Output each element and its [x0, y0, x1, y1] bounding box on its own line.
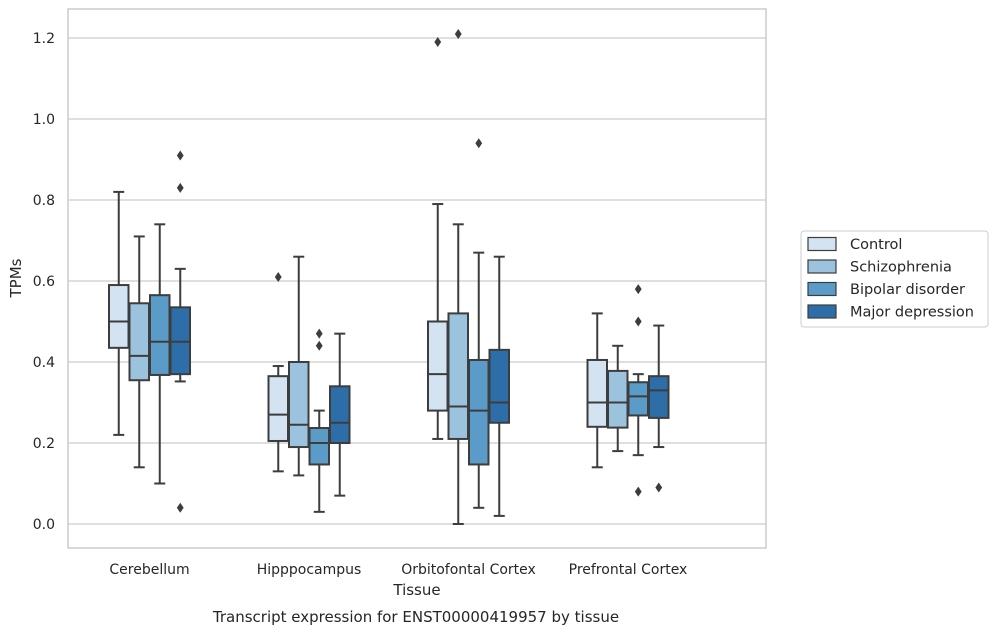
legend-label: Major depression: [850, 305, 974, 321]
box-control: [427, 37, 449, 440]
outlier-marker: [176, 150, 184, 161]
outlier-marker: [434, 37, 442, 48]
box-control: [267, 271, 289, 473]
x-tick-label: Prefrontal Cortex: [569, 562, 688, 578]
outlier-marker: [634, 486, 642, 497]
outlier-marker: [454, 28, 462, 39]
box-body: [128, 302, 150, 382]
outlier-marker: [634, 316, 642, 327]
box-body: [447, 312, 469, 440]
box-bipolar-disorder: [468, 138, 490, 509]
outlier-marker: [315, 328, 323, 339]
x-axis-ticks: Cerebellum Hipppocampus Orbitofontal Corte…: [109, 562, 687, 578]
box-body: [627, 381, 649, 417]
box-body: [288, 361, 310, 449]
y-tick-label: 0.2: [33, 436, 55, 452]
outlier-marker: [655, 482, 663, 493]
outlier-marker: [634, 284, 642, 295]
legend-swatch: [807, 236, 837, 252]
box-schizophrenia: [128, 235, 150, 469]
box-bipolar-disorder: [149, 223, 171, 485]
box-control: [586, 312, 608, 469]
legend-label: Schizophrenia: [850, 260, 952, 276]
box-body: [308, 427, 330, 466]
box-major-depression: [648, 324, 670, 493]
plot-frame: [67, 8, 767, 549]
y-tick-label: 0.6: [33, 274, 55, 290]
outlier-marker: [176, 182, 184, 193]
box-major-depression: [169, 150, 191, 513]
x-tick-label: Orbitofontal Cortex: [401, 562, 536, 578]
box-major-depression: [488, 255, 510, 517]
box-body: [607, 369, 629, 429]
gridlines: [68, 37, 766, 525]
box-body: [648, 375, 670, 419]
box-plots: [108, 28, 670, 525]
box-body: [427, 320, 449, 412]
y-axis-ticks: 0.0 0.2 0.4 0.6 0.8 1.0 1.2: [33, 31, 55, 533]
box-major-depression: [329, 332, 351, 497]
x-axis-label: Tissue: [392, 581, 440, 599]
x-tick-label: Hipppocampus: [257, 562, 362, 578]
outlier-marker: [274, 271, 282, 282]
y-tick-label: 0.8: [33, 193, 55, 209]
legend: Control Schizophrenia Bipolar disorder Majo…: [800, 230, 989, 328]
y-axis-label: TPMs: [7, 258, 25, 298]
box-schizophrenia: [288, 255, 310, 477]
box-body: [329, 385, 351, 444]
box-schizophrenia: [447, 28, 469, 525]
legend-swatch: [807, 281, 837, 297]
box-schizophrenia: [607, 344, 629, 453]
outlier-marker: [176, 502, 184, 513]
chart-caption: Transcript expression for ENST0000041995…: [212, 608, 619, 626]
y-tick-label: 0.4: [33, 355, 55, 371]
box-control: [108, 190, 130, 436]
box-body: [468, 358, 490, 466]
y-tick-label: 1.2: [33, 31, 55, 47]
outlier-marker: [475, 138, 483, 149]
box-body: [586, 358, 608, 428]
legend-label: Control: [850, 237, 902, 253]
x-tick-label: Cerebellum: [109, 562, 189, 578]
legend-label: Bipolar disorder: [850, 282, 965, 298]
y-tick-label: 1.0: [33, 112, 55, 128]
box-bipolar-disorder: [627, 284, 649, 497]
box-body: [488, 348, 510, 424]
box-body: [108, 284, 130, 349]
box-body: [149, 294, 171, 376]
y-tick-label: 0.0: [33, 517, 55, 533]
legend-swatch: [807, 304, 837, 319]
legend-swatch: [807, 259, 837, 274]
box-body: [267, 375, 289, 442]
outlier-marker: [315, 340, 323, 351]
box-body: [169, 306, 191, 376]
box-bipolar-disorder: [308, 328, 330, 513]
legend-frame: [800, 230, 989, 328]
